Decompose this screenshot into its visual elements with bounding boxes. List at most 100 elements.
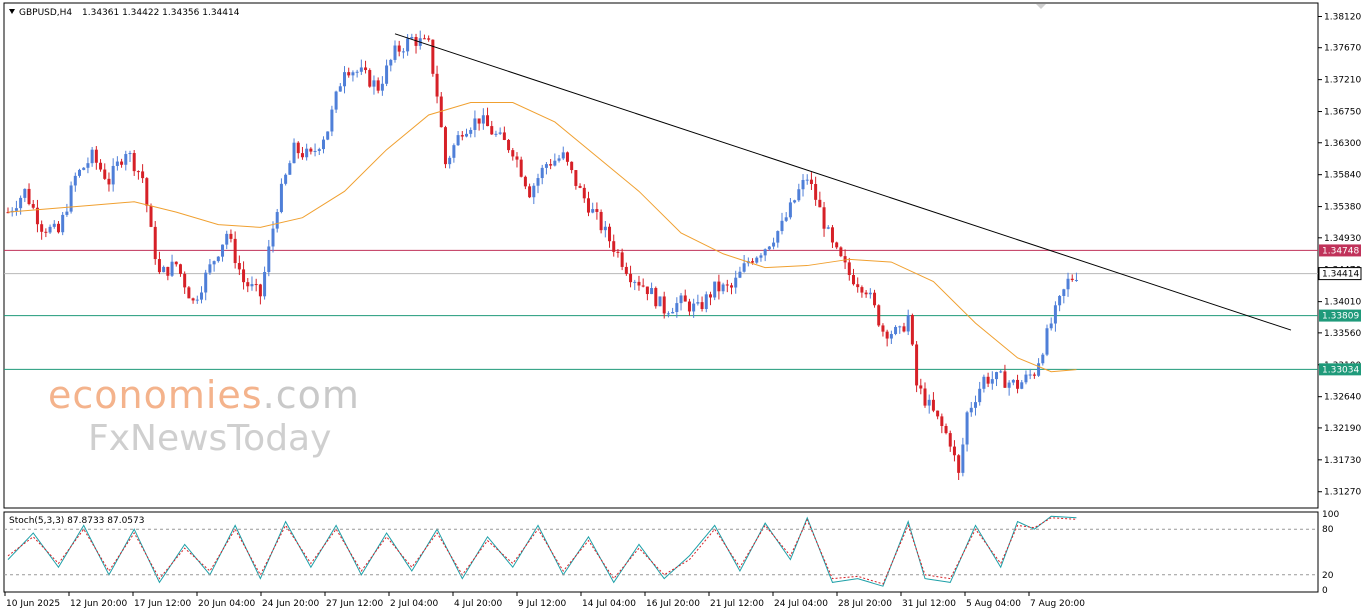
stoch-d-line: [7, 517, 1077, 585]
candle-body: [700, 302, 704, 310]
candle-body: [389, 59, 393, 66]
time-tick-label: 24 Jun 20:00: [262, 599, 319, 609]
candle-body: [52, 223, 56, 227]
candles: [6, 30, 1078, 480]
candle-body: [157, 259, 161, 273]
time-tick-label: 31 Jul 12:00: [902, 599, 956, 609]
candle-body: [982, 376, 986, 389]
candle-body: [645, 286, 649, 295]
time-tick-label: 5 Aug 04:00: [966, 599, 1021, 609]
candle-body: [195, 299, 199, 301]
stoch-panel[interactable]: [3, 511, 1319, 593]
candle-body: [927, 399, 931, 406]
candle-body: [208, 264, 212, 273]
stoch-level-label: 100: [1322, 510, 1339, 520]
stoch-level-label: 80: [1322, 525, 1334, 535]
candle-body: [523, 176, 527, 187]
stoch-level-label: 0: [1322, 586, 1328, 596]
candle-body: [915, 344, 919, 386]
price-tick-label: 1.34010: [1324, 298, 1361, 308]
candle-body: [847, 262, 851, 276]
candle-body: [511, 150, 515, 157]
candle-body: [86, 163, 90, 168]
ohlc-label: 1.34361 1.34422 1.34356 1.34414: [82, 8, 240, 18]
level-price-tag: [1319, 309, 1361, 322]
candle-body: [330, 109, 334, 132]
candle-body: [254, 284, 258, 286]
candle-body: [952, 446, 956, 456]
candle-body: [687, 301, 691, 312]
time-tick-label: 12 Jun 20:00: [70, 599, 127, 609]
candle-body: [936, 410, 940, 417]
candle-body: [305, 148, 309, 158]
candle-body: [448, 157, 452, 165]
symbol-dropdown-icon[interactable]: [9, 9, 15, 14]
candle-body: [515, 156, 519, 160]
candle-body: [851, 275, 855, 285]
candle-body: [221, 244, 225, 257]
candle-body: [1053, 305, 1057, 324]
candle-body: [1037, 363, 1041, 376]
stoch-levels: 100 80 20 0: [4, 510, 1339, 596]
level-price-tag-label: 1.34748: [1322, 246, 1359, 256]
candle-body: [439, 96, 443, 128]
candle-body: [978, 388, 982, 403]
candle-body: [561, 152, 565, 159]
candle-body: [435, 73, 439, 97]
candle-body: [309, 148, 313, 152]
candle-body: [481, 115, 485, 124]
horizontal-levels: [4, 249, 1318, 370]
candle-body: [414, 37, 418, 46]
stoch-label: Stoch(5,3,3) 87.8733 87.0573: [9, 516, 144, 526]
candle-body: [78, 169, 82, 176]
time-tick-label: 4 Jul 20:00: [454, 599, 503, 609]
candle-body: [788, 202, 792, 218]
candle-body: [507, 139, 511, 151]
candle-body: [961, 444, 965, 473]
candle-body: [107, 178, 111, 185]
candle-body: [965, 412, 969, 445]
candle-body: [204, 272, 208, 293]
candle-body: [919, 385, 923, 389]
candle-body: [364, 67, 368, 71]
candle-body: [986, 376, 990, 384]
candle-body: [1058, 295, 1062, 306]
time-tick-label: 2 Jul 04:00: [390, 599, 439, 609]
candle-body: [999, 371, 1003, 373]
candle-body: [603, 226, 607, 231]
price-tick-label: 1.36750: [1324, 108, 1361, 118]
candle-body: [490, 126, 494, 135]
current-price-tag-label: 1.34414: [1322, 270, 1359, 280]
candle-body: [397, 45, 401, 52]
candle-body: [347, 72, 351, 76]
candle-body: [708, 294, 712, 298]
candle-body: [452, 145, 456, 158]
candle-body: [422, 38, 426, 40]
candle-body: [738, 271, 742, 278]
candle-body: [860, 287, 864, 293]
candle-body: [633, 281, 637, 283]
level-price-tag-label: 1.33809: [1322, 312, 1359, 322]
candle-body: [599, 211, 603, 231]
one-click-trading-icon[interactable]: [1036, 4, 1046, 9]
candle-body: [549, 164, 553, 166]
trendline[interactable]: [394, 33, 1292, 331]
candle-body: [128, 153, 132, 155]
trendline-line[interactable]: [394, 33, 1292, 331]
candle-body: [14, 208, 18, 211]
candle-body: [730, 285, 734, 288]
candle-body: [132, 153, 136, 172]
candle-body: [40, 224, 44, 232]
candle-body: [1011, 379, 1015, 383]
candle-body: [734, 277, 738, 288]
candle-body: [839, 247, 843, 257]
candle-body: [94, 149, 98, 163]
candle-body: [48, 226, 52, 233]
candle-body: [477, 118, 481, 124]
candle-body: [658, 296, 662, 307]
candle-body: [1062, 289, 1066, 296]
candle-body: [317, 149, 321, 151]
candle-body: [115, 161, 119, 166]
candle-body: [767, 246, 771, 250]
